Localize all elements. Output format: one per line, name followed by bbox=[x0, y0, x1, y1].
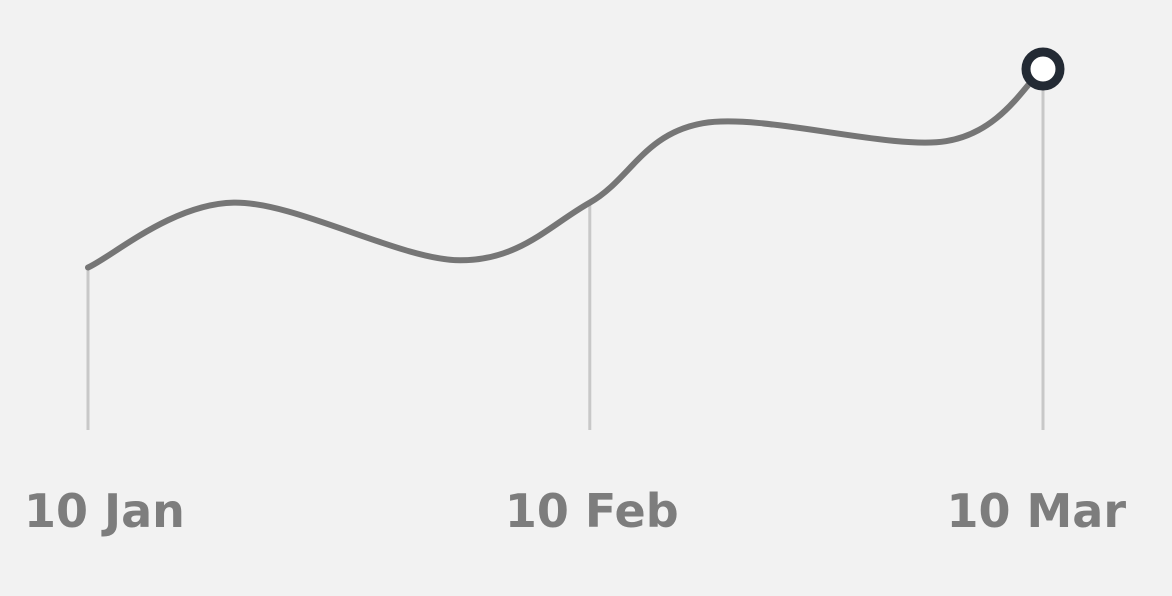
highlight-point-marker bbox=[1021, 47, 1065, 91]
x-tick-label: 10 Feb bbox=[505, 484, 679, 538]
x-tick-label: 10 Jan bbox=[24, 484, 185, 538]
series-line bbox=[85, 66, 1046, 271]
x-tick-labels: 10 Jan 10 Feb 10 Mar bbox=[24, 484, 1126, 538]
x-tick-lines bbox=[86, 69, 1045, 430]
x-tick-label: 10 Mar bbox=[946, 484, 1126, 538]
